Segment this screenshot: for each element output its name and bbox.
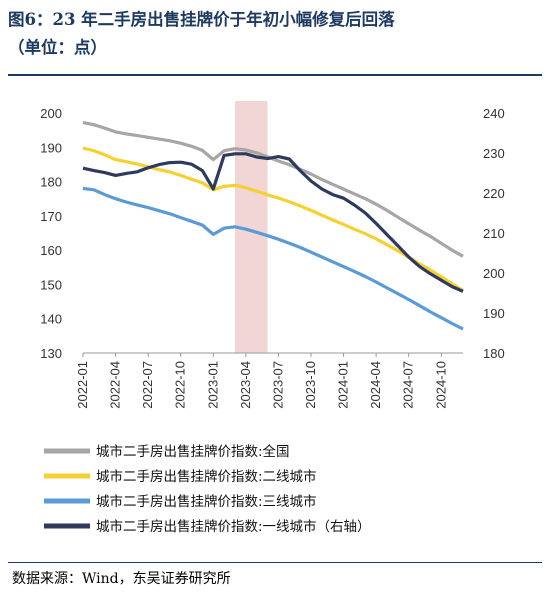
y-left-tick-label: 190 — [40, 140, 62, 155]
x-tick-label: 2022-10 — [173, 361, 188, 409]
chart-title: 图6：23 年二手房出售挂牌价于年初小幅修复后回落 （单位：点） — [8, 6, 544, 62]
source-divider — [8, 562, 542, 563]
line-chart: 130 140 150 160 170 180 190 200 180 190 200 210 220 2… — [40, 101, 505, 535]
y-left-tick-label: 160 — [40, 243, 62, 258]
y-right-tick-label: 200 — [483, 266, 505, 281]
y-right-tick-label: 210 — [483, 226, 505, 241]
series-line-3 — [82, 186, 464, 331]
x-tick-label: 2024-01 — [336, 361, 351, 409]
legend-label: 城市二手房出售挂牌价指数:一线城市（右轴） — [96, 518, 371, 535]
y-right-tick-label: 190 — [483, 306, 505, 321]
series-line-2 — [82, 146, 464, 292]
y-left-tick-label: 130 — [40, 346, 62, 361]
y-right-tick-label: 220 — [483, 186, 505, 201]
x-tick-label: 2023-10 — [303, 361, 318, 409]
y-left-tick-label: 170 — [40, 209, 62, 224]
title-divider — [8, 74, 542, 76]
legend-label: 城市二手房出售挂牌价指数:三线城市 — [96, 493, 317, 510]
x-tick-label: 2022-04 — [108, 361, 123, 409]
x-tick-label: 2024-10 — [433, 361, 448, 409]
y-right-tick-label: 230 — [483, 146, 505, 161]
chart-title-line1: 图6：23 年二手房出售挂牌价于年初小幅修复后回落 — [8, 10, 395, 29]
y-right-tick-label: 180 — [483, 346, 505, 361]
y-left-tick-label: 140 — [40, 312, 62, 327]
chart-title-unit: （单位：点） — [8, 38, 107, 57]
series-line-4 — [82, 152, 464, 293]
legend-label: 城市二手房出售挂牌价指数:全国 — [96, 443, 290, 460]
x-tick-label: 2023-01 — [205, 361, 220, 409]
legend-label: 城市二手房出售挂牌价指数:二线城市 — [96, 468, 317, 485]
y-right-tick-label: 240 — [483, 106, 505, 121]
data-source: 数据来源：Wind，东吴证券研究所 — [12, 571, 231, 587]
x-tick-label: 2022-01 — [75, 361, 90, 409]
x-tick-label: 2023-04 — [238, 361, 253, 409]
x-tick-label: 2023-07 — [270, 361, 285, 409]
y-left-tick-label: 150 — [40, 277, 62, 292]
x-tick-label: 2024-04 — [368, 361, 383, 409]
x-tick-label: 2024-07 — [401, 361, 416, 409]
y-left-tick-label: 180 — [40, 175, 62, 190]
x-tick-label: 2022-07 — [140, 361, 155, 409]
y-left-tick-label: 200 — [40, 106, 62, 121]
